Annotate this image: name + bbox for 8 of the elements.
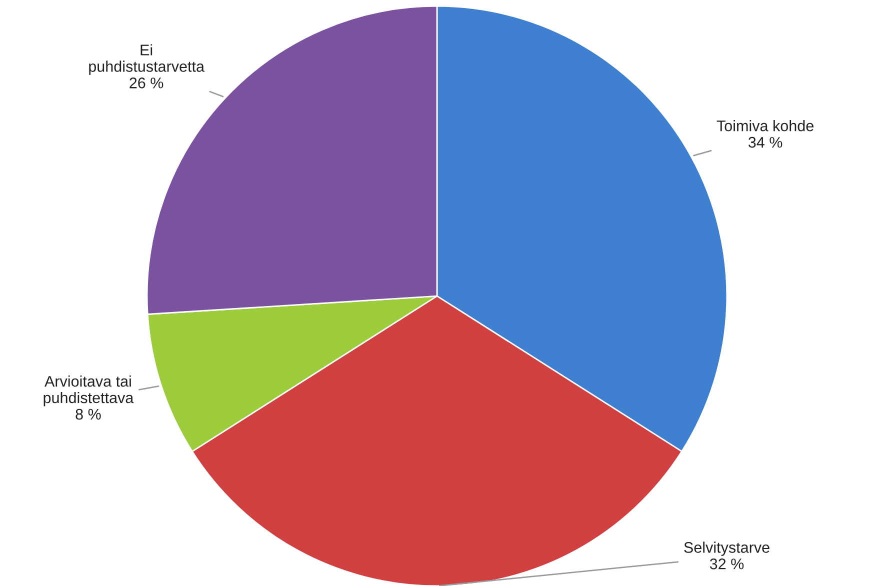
data-label: 26 % [130,78,164,88]
data-label: 8 % [76,408,101,420]
data-label: 34 % [748,136,782,148]
slice-label: Selvitystarve [684,542,770,556]
slice-label: Toimiva kohde [716,120,814,132]
slice-label: Ei puhdistustarvetta [89,44,204,75]
slice-label: Arvioitava tai puhdistettava [44,376,134,406]
data-label: 32 % [710,558,744,570]
